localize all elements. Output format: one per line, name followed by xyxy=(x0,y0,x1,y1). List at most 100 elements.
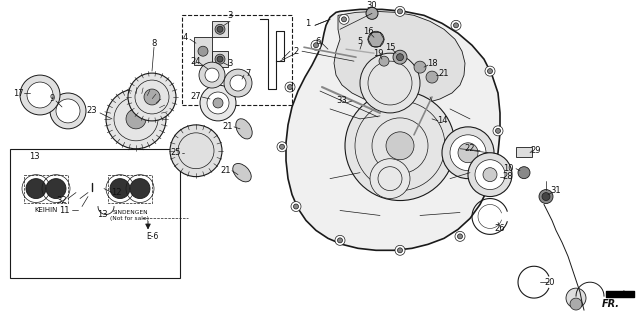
Text: 32: 32 xyxy=(57,196,67,205)
Circle shape xyxy=(360,53,420,113)
Circle shape xyxy=(291,202,301,212)
Text: 4: 4 xyxy=(182,33,188,42)
Circle shape xyxy=(570,298,582,310)
Circle shape xyxy=(84,203,100,219)
Circle shape xyxy=(395,245,405,255)
Circle shape xyxy=(454,23,458,28)
Polygon shape xyxy=(286,9,500,250)
Text: 6: 6 xyxy=(316,37,321,46)
Circle shape xyxy=(386,132,414,160)
Circle shape xyxy=(397,248,403,253)
Circle shape xyxy=(458,143,478,163)
Circle shape xyxy=(126,109,146,129)
Text: 24: 24 xyxy=(191,57,201,66)
Circle shape xyxy=(215,54,225,64)
Bar xyxy=(10,149,180,278)
Text: 17: 17 xyxy=(13,89,23,98)
Circle shape xyxy=(451,20,461,30)
Circle shape xyxy=(483,168,497,182)
Circle shape xyxy=(150,212,162,224)
Circle shape xyxy=(170,125,222,177)
Text: 21: 21 xyxy=(223,122,233,132)
Circle shape xyxy=(200,85,236,121)
Circle shape xyxy=(128,73,176,121)
Circle shape xyxy=(495,128,500,133)
Circle shape xyxy=(207,92,229,114)
Text: 31: 31 xyxy=(550,186,561,195)
Text: 5: 5 xyxy=(357,37,363,46)
Bar xyxy=(516,147,532,157)
Text: 9: 9 xyxy=(49,94,54,103)
Circle shape xyxy=(397,54,403,61)
Circle shape xyxy=(337,238,342,243)
Text: E-6: E-6 xyxy=(146,232,158,241)
Circle shape xyxy=(488,68,493,74)
Circle shape xyxy=(88,206,96,214)
Circle shape xyxy=(475,160,505,189)
Circle shape xyxy=(217,26,223,32)
Circle shape xyxy=(287,84,292,90)
Circle shape xyxy=(488,188,493,193)
Text: 26: 26 xyxy=(495,224,506,233)
Circle shape xyxy=(393,50,407,64)
Circle shape xyxy=(56,99,80,123)
Circle shape xyxy=(97,170,111,184)
Ellipse shape xyxy=(236,119,252,139)
Circle shape xyxy=(294,204,298,209)
Circle shape xyxy=(450,135,486,171)
Polygon shape xyxy=(74,191,108,228)
Text: 13: 13 xyxy=(97,210,108,219)
Circle shape xyxy=(20,75,60,115)
Text: 23: 23 xyxy=(86,107,97,116)
Text: 25: 25 xyxy=(171,148,181,157)
Circle shape xyxy=(50,93,86,129)
Circle shape xyxy=(455,231,465,241)
Text: 2: 2 xyxy=(293,47,299,56)
Circle shape xyxy=(26,179,46,198)
Polygon shape xyxy=(334,12,465,105)
Text: 33: 33 xyxy=(337,96,348,106)
Text: SINDENGEN
(Not for sale): SINDENGEN (Not for sale) xyxy=(111,210,150,221)
Circle shape xyxy=(426,71,438,83)
Circle shape xyxy=(335,236,345,245)
Text: 13: 13 xyxy=(29,152,39,161)
Text: 21: 21 xyxy=(221,166,231,175)
Circle shape xyxy=(311,40,321,50)
Circle shape xyxy=(493,126,503,136)
Text: 29: 29 xyxy=(531,146,541,155)
Ellipse shape xyxy=(233,164,252,182)
Text: 28: 28 xyxy=(502,172,513,181)
Text: 1: 1 xyxy=(305,19,310,28)
Circle shape xyxy=(280,144,285,149)
Circle shape xyxy=(366,7,378,19)
Text: KEIHIN: KEIHIN xyxy=(35,207,58,213)
Circle shape xyxy=(130,179,150,198)
Circle shape xyxy=(370,159,410,198)
Circle shape xyxy=(199,62,225,88)
Text: 19: 19 xyxy=(372,49,383,58)
Text: 8: 8 xyxy=(151,39,157,48)
Text: 7: 7 xyxy=(245,68,251,78)
Bar xyxy=(194,37,212,65)
Circle shape xyxy=(442,127,494,179)
Circle shape xyxy=(458,234,463,239)
Text: 30: 30 xyxy=(367,1,378,10)
Circle shape xyxy=(368,31,384,47)
Circle shape xyxy=(217,56,223,62)
Circle shape xyxy=(224,69,252,97)
Circle shape xyxy=(106,89,166,149)
Text: 15: 15 xyxy=(385,43,396,52)
Text: 12: 12 xyxy=(111,188,121,197)
Text: 18: 18 xyxy=(427,59,437,68)
Circle shape xyxy=(277,142,287,152)
Circle shape xyxy=(110,179,130,198)
Circle shape xyxy=(88,177,96,185)
Circle shape xyxy=(395,6,405,16)
Circle shape xyxy=(215,24,225,34)
Circle shape xyxy=(397,9,403,14)
Circle shape xyxy=(144,89,160,105)
Circle shape xyxy=(205,68,219,82)
Circle shape xyxy=(342,17,346,22)
Text: 16: 16 xyxy=(363,27,373,36)
Text: 11: 11 xyxy=(59,206,69,215)
